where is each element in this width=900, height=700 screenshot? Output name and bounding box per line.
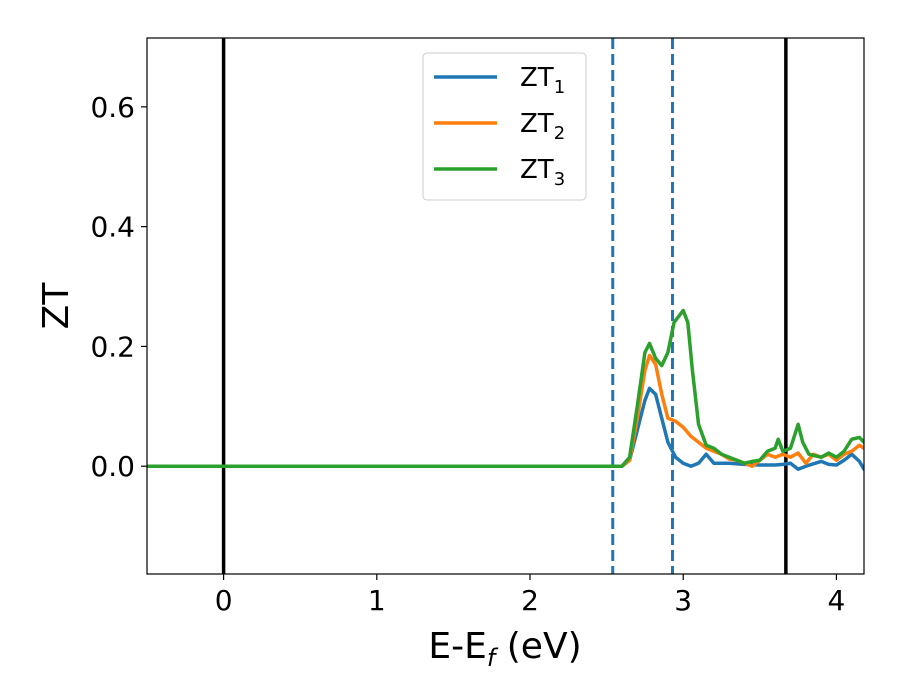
x-tick-label: 4	[828, 584, 846, 617]
legend: ZT1 ZT2 ZT3	[422, 52, 587, 201]
x-tick-label: 1	[368, 584, 386, 617]
x-tick-label: 2	[521, 584, 539, 617]
y-tick-label: 0.2	[90, 330, 135, 363]
y-tick-label: 0.4	[90, 211, 135, 244]
legend-box	[422, 52, 587, 201]
x-axis: 0 1 2 3 4	[215, 574, 846, 617]
y-tick-label: 0.0	[90, 450, 135, 483]
x-tick-label: 0	[215, 584, 233, 617]
legend-label-zt3: ZT3	[520, 155, 565, 190]
y-axis-label: ZT	[36, 282, 77, 330]
series-line-zt3	[147, 308, 864, 468]
series-line-zt1	[147, 386, 864, 471]
y-tick-label: 0.6	[90, 91, 135, 124]
x-tick-label: 3	[674, 584, 692, 617]
legend-label-zt2: ZT2	[520, 109, 565, 144]
plot-frame	[146, 37, 865, 575]
x-axis-label: E-Ef (eV)	[428, 626, 581, 672]
y-axis: 0.0 0.2 0.4 0.6	[90, 91, 147, 483]
legend-label-zt1: ZT1	[520, 63, 565, 98]
series-layer	[147, 308, 864, 471]
reference-lines	[221, 38, 788, 574]
